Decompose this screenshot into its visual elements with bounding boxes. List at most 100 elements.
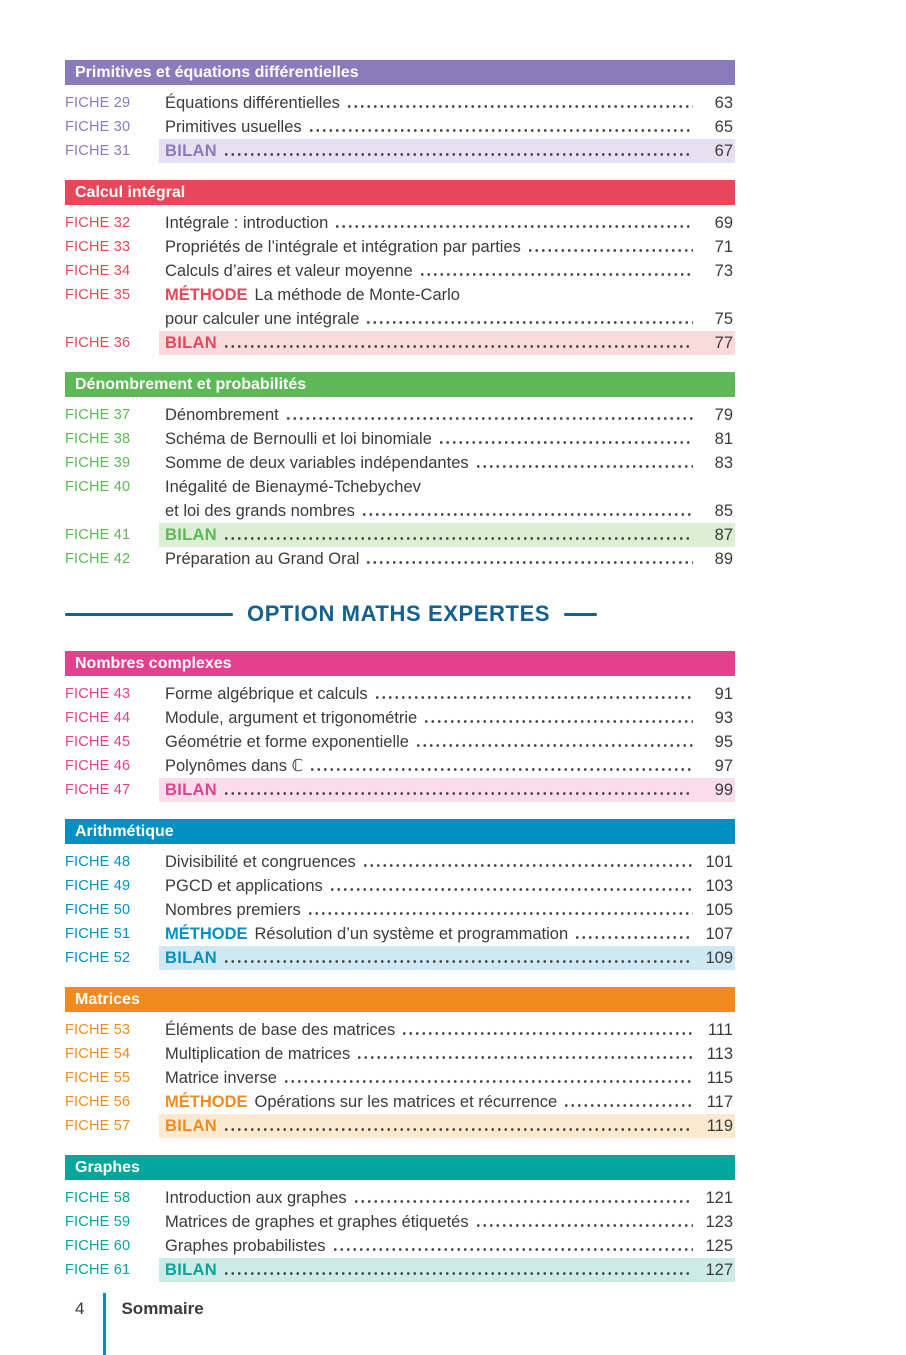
entry-title: Graphes probabilistes xyxy=(165,1237,326,1255)
row-body: Matrices de graphes et graphes étiquetés… xyxy=(165,1210,735,1234)
toc-row: FICHE 51 MÉTHODE Résolution d’un système e… xyxy=(65,922,735,946)
row-body: Multiplication de matrices 113 xyxy=(165,1042,735,1066)
row-body: Primitives usuelles 65 xyxy=(165,115,735,139)
toc-row: FICHE 55 Matrice inverse 115 xyxy=(65,1066,735,1090)
title-line: Matrices de graphes et graphes étiquetés… xyxy=(165,1210,735,1234)
page-number: 101 xyxy=(705,853,733,871)
title-line: Éléments de base des matrices 111 xyxy=(165,1018,735,1042)
page-number: 113 xyxy=(706,1045,733,1063)
dot-leader xyxy=(401,1018,693,1042)
title-line: Calculs d’aires et valeur moyenne 73 xyxy=(165,259,735,283)
page-number: 71 xyxy=(714,238,733,256)
toc-row: FICHE 60 Graphes probabilistes 125 xyxy=(65,1234,735,1258)
fiche-label: FICHE 47 xyxy=(65,782,131,798)
row-body: PGCD et applications 103 xyxy=(165,874,735,898)
bilan-label: BILAN xyxy=(165,1117,217,1135)
row-body: Intégrale : introduction 69 xyxy=(165,211,735,235)
bilan-label: BILAN xyxy=(165,334,217,352)
bilan-label: BILAN xyxy=(165,1261,217,1279)
dot-leader xyxy=(526,235,693,259)
title-line: et loi des grands nombres 85 xyxy=(165,499,735,523)
toc-row: FICHE 50 Nombres premiers 105 xyxy=(65,898,735,922)
fiche-label: FICHE 52 xyxy=(65,950,131,966)
page-number: 95 xyxy=(714,733,733,751)
toc-section-7: Graphes FICHE 58 Introduction aux graphes 1… xyxy=(65,1155,735,1282)
dot-leader xyxy=(222,139,693,163)
dot-leader xyxy=(474,451,693,475)
bilan-label: BILAN xyxy=(165,949,217,967)
dot-leader xyxy=(414,730,693,754)
row-body: BILAN 109 xyxy=(159,946,735,970)
dot-leader xyxy=(328,874,693,898)
page-number: 103 xyxy=(705,877,733,895)
dot-leader xyxy=(345,91,693,115)
dot-leader xyxy=(361,850,693,874)
fiche-label: FICHE 51 xyxy=(65,926,131,942)
dot-leader xyxy=(309,754,693,778)
title-line: Forme algébrique et calculs 91 xyxy=(165,682,735,706)
dot-leader xyxy=(222,778,693,802)
dot-leader xyxy=(222,1114,693,1138)
page-number: 75 xyxy=(714,310,733,328)
toc-row: FICHE 38 Schéma de Bernoulli et loi binom… xyxy=(65,427,735,451)
page-number: 121 xyxy=(705,1189,733,1207)
toc-section-4: Nombres complexes FICHE 43 Forme algébriqu… xyxy=(65,651,735,802)
fiche-label: FICHE 55 xyxy=(65,1070,131,1086)
methode-label: MÉTHODE xyxy=(165,286,248,304)
entry-title: La méthode de Monte-Carlo xyxy=(254,286,460,304)
dot-leader xyxy=(437,427,693,451)
title-line: Graphes probabilistes 125 xyxy=(165,1234,735,1258)
title-line: MÉTHODE La méthode de Monte-Carlo xyxy=(165,283,735,307)
dot-leader xyxy=(563,1090,693,1114)
dot-leader xyxy=(331,1234,693,1258)
dot-leader xyxy=(373,682,693,706)
row-body: Polynômes dans ℂ 97 xyxy=(165,754,735,778)
page-number: 119 xyxy=(706,1117,733,1135)
section-header: Nombres complexes xyxy=(65,651,735,676)
title-line: Équations différentielles 63 xyxy=(165,91,735,115)
toc-row: FICHE 43 Forme algébrique et calculs 91 xyxy=(65,682,735,706)
section-header: Matrices xyxy=(65,987,735,1012)
page-number: 93 xyxy=(714,709,733,727)
divider-line-right xyxy=(564,612,598,616)
fiche-label: FICHE 59 xyxy=(65,1214,131,1230)
title-line: Dénombrement 79 xyxy=(165,403,735,427)
entry-title: Intégrale : introduction xyxy=(165,214,329,232)
title-line: Module, argument et trigonométrie 93 xyxy=(165,706,735,730)
dot-leader xyxy=(356,1042,693,1066)
bilan-label: BILAN xyxy=(165,526,217,544)
fiche-label: FICHE 54 xyxy=(65,1046,131,1062)
dot-leader xyxy=(222,1258,693,1282)
toc-row: FICHE 42 Préparation au Grand Oral 89 xyxy=(65,547,735,571)
row-body: BILAN 119 xyxy=(159,1114,735,1138)
dot-leader xyxy=(284,403,693,427)
toc-row: FICHE 37 Dénombrement 79 xyxy=(65,403,735,427)
fiche-label: FICHE 37 xyxy=(65,407,131,423)
title-line: PGCD et applications 103 xyxy=(165,874,735,898)
title-line: Primitives usuelles 65 xyxy=(165,115,735,139)
page-footer: 4 Sommaire xyxy=(65,1293,204,1355)
title-line: Matrice inverse 115 xyxy=(165,1066,735,1090)
entry-title: Éléments de base des matrices xyxy=(165,1021,396,1039)
bilan-line: BILAN 77 xyxy=(159,331,735,355)
dot-leader xyxy=(574,922,693,946)
fiche-label: FICHE 39 xyxy=(65,455,131,471)
toc-row: FICHE 45 Géométrie et forme exponentielle… xyxy=(65,730,735,754)
dot-leader xyxy=(423,706,693,730)
title-line: MÉTHODE Résolution d’un système et progra… xyxy=(165,922,735,946)
entry-title: Géométrie et forme exponentielle xyxy=(165,733,409,751)
fiche-label: FICHE 50 xyxy=(65,902,131,918)
dot-leader xyxy=(418,259,693,283)
page-number: 97 xyxy=(714,757,733,775)
fiche-label: FICHE 48 xyxy=(65,854,131,870)
row-body: Nombres premiers 105 xyxy=(165,898,735,922)
page-number: 91 xyxy=(714,685,733,703)
entry-title: Polynômes dans ℂ xyxy=(165,757,304,775)
bilan-line: BILAN 99 xyxy=(159,778,735,802)
footer-section-label: Sommaire xyxy=(121,1299,204,1318)
toc-row: FICHE 48 Divisibilité et congruences 101 xyxy=(65,850,735,874)
fiche-label: FICHE 57 xyxy=(65,1118,131,1134)
bilan-label: BILAN xyxy=(165,142,217,160)
fiche-label: FICHE 34 xyxy=(65,263,131,279)
